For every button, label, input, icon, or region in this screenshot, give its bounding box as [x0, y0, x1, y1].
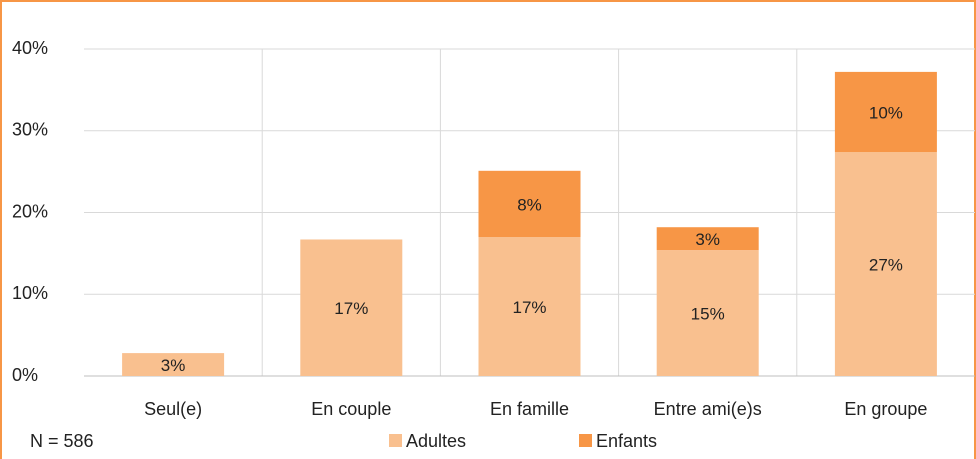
value-label: 15%: [691, 305, 725, 324]
value-label: 10%: [869, 103, 903, 122]
bar-segment: [300, 239, 403, 376]
bar-segment: [834, 71, 937, 153]
y-tick-label: 20%: [12, 201, 48, 221]
x-tick-label: En groupe: [844, 399, 927, 419]
bar-segment: [656, 250, 759, 376]
legend-label: Enfants: [596, 431, 657, 451]
value-label: 3%: [695, 230, 720, 249]
x-tick-label: En couple: [311, 399, 391, 419]
bar-segment: [656, 227, 759, 251]
x-tick-label: En famille: [490, 399, 569, 419]
y-tick-label: 0%: [12, 365, 38, 385]
bar-segment: [478, 170, 581, 238]
value-label: 8%: [517, 195, 542, 214]
bar-segment: [122, 353, 225, 376]
y-tick-label: 30%: [12, 120, 48, 140]
y-tick-label: 40%: [12, 38, 48, 58]
value-label: 17%: [334, 299, 368, 318]
bar-segment: [834, 152, 937, 376]
value-label: 27%: [869, 255, 903, 274]
y-tick-label: 10%: [12, 283, 48, 303]
legend-swatch: [579, 434, 592, 447]
bar-segment: [478, 237, 581, 376]
legend-swatch: [389, 434, 402, 447]
x-tick-label: Entre ami(e)s: [654, 399, 762, 419]
legend-label: Adultes: [406, 431, 466, 451]
value-label: 3%: [161, 356, 186, 375]
annotation: N = 586: [30, 431, 94, 451]
x-tick-label: Seul(e): [144, 399, 202, 419]
value-label: 17%: [512, 298, 546, 317]
